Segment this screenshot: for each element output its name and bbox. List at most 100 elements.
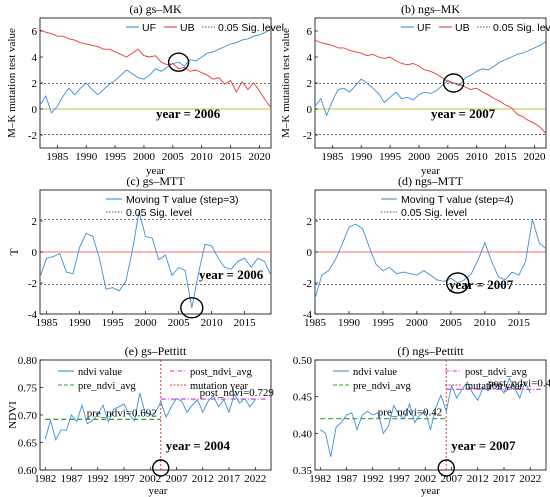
x-tick-label: 1985: [36, 317, 59, 329]
legend-label: mutation year: [465, 381, 524, 392]
y-tick-label: 0.40: [293, 428, 313, 440]
panel-title: (c) gs–MTT: [126, 174, 185, 188]
x-tick-label: 2005: [162, 151, 185, 163]
y-tick-label: 0: [32, 104, 38, 116]
pre-avg-label: pre_ndvi=0.692: [87, 407, 157, 419]
x-tick-label: 1995: [102, 317, 125, 329]
plot-frame: [314, 359, 547, 471]
y-tick-label: 0: [32, 247, 38, 259]
y-axis-label: NDVI: [7, 401, 19, 429]
x-tick-label: 2000: [406, 317, 429, 329]
change-point-circle: [437, 459, 455, 477]
series-line-moving-t-value-step-4-: [314, 219, 547, 299]
x-tick-label: 2020: [248, 151, 271, 163]
y-tick-label: -4: [28, 309, 38, 321]
x-tick-label: 1995: [372, 317, 395, 329]
x-tick-label: 1982: [309, 473, 331, 485]
panel-title: (b) ngs–MK: [401, 2, 460, 16]
change-year-annotation: year = 2006: [156, 106, 221, 121]
x-tick-label: 2017: [493, 473, 516, 485]
series-line-uf: [39, 29, 272, 114]
y-tick-label: 2: [307, 216, 313, 228]
y-tick-label: 2: [307, 78, 313, 90]
legend-label: UB: [455, 22, 470, 34]
pre-avg-label: pre_ndvi=0.42: [378, 407, 443, 419]
x-tick-label: 1995: [104, 151, 127, 163]
x-tick-label: 2020: [523, 151, 546, 163]
y-tick-label: 0: [307, 104, 313, 116]
y-tick-label: 0.70: [18, 410, 38, 422]
x-tick-label: 1992: [87, 473, 109, 485]
y-tick-label: -2: [28, 278, 37, 290]
legend-label: 0.05 Sig. level: [401, 207, 467, 219]
legend-label: post_ndvi_avg: [465, 367, 528, 378]
x-tick-label: 1997: [388, 473, 411, 485]
legend: Moving T value (step=3)0.05 Sig. level: [106, 194, 239, 219]
change-point-circle: [180, 297, 204, 319]
panel-title: (f) ngs–Pettitt: [397, 344, 464, 358]
x-tick-label: 2005: [168, 317, 191, 329]
legend-label: pre_ndvi_avg: [78, 381, 136, 392]
change-point-circle: [445, 272, 470, 294]
y-tick-label: 6: [307, 26, 313, 38]
legend-label: UF: [142, 22, 156, 34]
x-tick-label: 2002: [139, 473, 161, 485]
legend-label: ndvi value: [353, 367, 397, 378]
x-tick-label: 1997: [113, 473, 136, 485]
change-point-circle: [167, 52, 190, 72]
y-tick-label: 0: [307, 247, 313, 259]
panel-title: (a) gs–MK: [129, 2, 182, 16]
legend-label: Moving T value (step=3): [126, 194, 239, 206]
x-tick-label: 2010: [191, 151, 214, 163]
x-tick-label: 2015: [508, 317, 531, 329]
y-axis-label: M–K mutation test value: [6, 28, 18, 138]
plot-frame: [314, 17, 547, 149]
y-tick-label: 0.75: [18, 383, 38, 395]
x-tick-label: 1987: [336, 473, 359, 485]
change-year-annotation: year = 2007: [451, 438, 516, 453]
x-tick-label: 1985: [304, 317, 327, 329]
x-tick-label: 1990: [69, 317, 92, 329]
post-avg-label: post_ndvi=0.46: [488, 377, 550, 389]
x-tick-label: 1995: [379, 151, 402, 163]
legend-label: ndvi value: [78, 367, 122, 378]
legend-label: Moving T value (step=4): [401, 194, 514, 206]
series-line-ub: [314, 39, 547, 134]
legend-label: UB: [180, 22, 195, 34]
y-tick-label: 6: [32, 26, 38, 38]
panel-d: (d) ngs–MTT 1985 1990 1995 2000 2005 2010 2015 -…: [303, 174, 547, 329]
x-tick-label: 1982: [34, 473, 56, 485]
x-tick-label: 1990: [75, 151, 98, 163]
x-axis-label: year: [421, 165, 440, 177]
legend-label: pre_ndvi_avg: [353, 381, 411, 392]
x-tick-label: 2017: [218, 473, 241, 485]
y-axis-label: T: [7, 248, 21, 256]
change-year-annotation: year = 2007: [431, 106, 496, 121]
x-tick-label: 2000: [133, 151, 156, 163]
x-tick-label: 2007: [441, 473, 464, 485]
y-tick-label: 4: [32, 52, 38, 64]
legend-label: UF: [417, 22, 431, 34]
y-tick-label: 0.45: [293, 392, 313, 404]
y-tick-label: 0.50: [293, 355, 313, 367]
y-tick-label: -2: [303, 130, 312, 142]
y-tick-label: 0.35: [293, 465, 313, 477]
change-year-annotation: year = 2007: [449, 277, 514, 292]
series-line-moving-t-value-step-3-: [39, 211, 272, 308]
x-tick-label: 1992: [362, 473, 384, 485]
x-tick-label: 2000: [135, 317, 158, 329]
y-tick-label: 2: [32, 78, 38, 90]
y-tick-label: -4: [303, 309, 313, 321]
y-tick-label: 0.65: [18, 438, 38, 450]
y-axis-label: M–K mutation test value: [280, 28, 292, 138]
series-line-ndvi-value: [320, 377, 531, 457]
series-line-ub: [39, 29, 272, 108]
x-tick-label: 2000: [408, 151, 431, 163]
x-tick-label: 2005: [440, 317, 463, 329]
x-tick-label: 1985: [46, 151, 69, 163]
panel-title: (e) gs–Pettitt: [125, 344, 187, 358]
x-tick-label: 2012: [192, 473, 214, 485]
